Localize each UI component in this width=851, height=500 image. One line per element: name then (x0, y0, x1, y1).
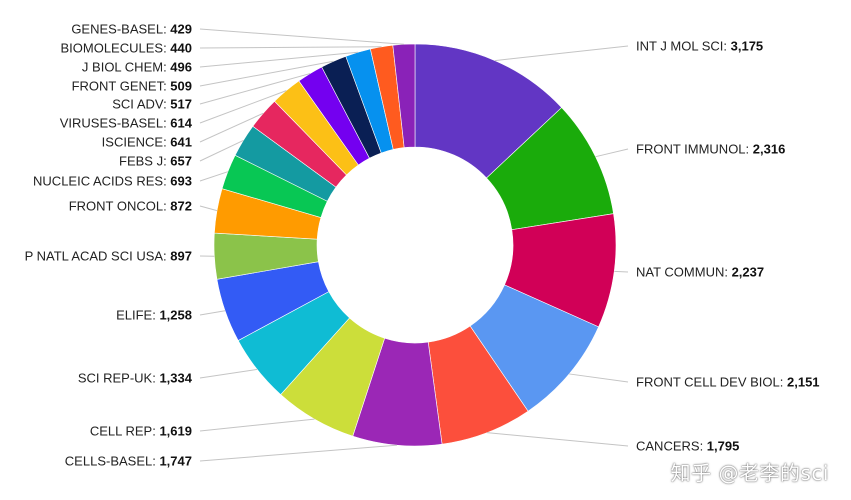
label-value: 614 (170, 116, 192, 131)
watermark: 知乎 @老李的sci (670, 461, 829, 485)
label-name: FRONT GENET: (72, 79, 171, 94)
label-name: FRONT IMMUNOL: (636, 142, 753, 157)
label-value: 641 (170, 135, 192, 150)
label-sci-adv: SCI ADV: 517 (112, 97, 192, 112)
leader-line-sci-rep-uk (199, 368, 258, 379)
leader-line-front-oncol (199, 205, 218, 212)
label-name: VIRUSES-BASEL: (60, 116, 171, 131)
label-value: 872 (170, 199, 192, 214)
slice-labels: INT J MOL SCI: 3,175 FRONT IMMUNOL: 2,316… (25, 22, 820, 469)
label-name: BIOMOLECULES: (60, 41, 170, 56)
leader-line-nat-commun (614, 270, 629, 273)
label-name: ISCIENCE: (102, 135, 171, 150)
label-name: NUCLEIC ACIDS RES: (33, 174, 170, 189)
label-cell-rep: CELL REP: 1,619 (90, 424, 192, 439)
label-name: NAT COMMUN: (636, 265, 732, 280)
label-value: 1,747 (159, 454, 192, 469)
leader-line-genes-basel (199, 28, 404, 45)
label-value: 496 (170, 60, 192, 75)
label-j-biol-chem: J BIOL CHEM: 496 (82, 60, 192, 75)
leader-line-biomolecules (199, 46, 382, 49)
label-name: J BIOL CHEM: (82, 60, 170, 75)
label-value: 2,316 (753, 142, 786, 157)
label-front-cell-dev-biol: FRONT CELL DEV BIOL: 2,151 (636, 375, 820, 390)
leader-line-cancers (486, 432, 629, 447)
leader-line-iscience (199, 112, 264, 143)
leader-lines (199, 28, 629, 462)
label-value: 1,258 (159, 308, 192, 323)
leader-line-j-biol-chem (199, 51, 359, 68)
label-value: 1,619 (159, 424, 192, 439)
leader-line-front-genet (199, 60, 334, 87)
label-name: CELL REP: (90, 424, 160, 439)
leader-line-int-j-mol-sci (494, 45, 629, 62)
label-elife: ELIFE: 1,258 (116, 308, 192, 323)
leader-line-elife (199, 310, 226, 316)
label-name: FRONT CELL DEV BIOL: (636, 375, 787, 390)
leader-line-cell-rep (199, 418, 315, 432)
label-value: 1,795 (707, 439, 740, 454)
leader-line-front-cell-dev-biol (569, 373, 629, 383)
label-name: SCI REP-UK: (78, 371, 160, 386)
leader-line-nucleic-acids-res (199, 171, 229, 182)
label-name: ELIFE: (116, 308, 159, 323)
label-cells-basel: CELLS-BASEL: 1,747 (65, 454, 192, 469)
label-front-immunol: FRONT IMMUNOL: 2,316 (636, 142, 785, 157)
label-febs-j: FEBS J: 657 (119, 154, 192, 169)
label-name: FRONT ONCOL: (69, 199, 171, 214)
label-front-genet: FRONT GENET: 509 (72, 79, 192, 94)
label-front-oncol: FRONT ONCOL: 872 (69, 199, 192, 214)
label-nucleic-acids-res: NUCLEIC ACIDS RES: 693 (33, 174, 192, 189)
label-iscience: ISCIENCE: 641 (102, 135, 192, 150)
label-value: 693 (170, 174, 192, 189)
label-value: 897 (170, 249, 192, 264)
label-value: 2,151 (787, 375, 820, 390)
label-p-natl-acad-sci-usa: P NATL ACAD SCI USA: 897 (25, 249, 192, 264)
donut-slices (213, 43, 617, 447)
label-name: SCI ADV: (112, 97, 170, 112)
leader-line-front-immunol (595, 148, 629, 158)
leader-line-febs-j (199, 139, 244, 162)
leader-line-sci-adv (199, 73, 311, 105)
label-name: FEBS J: (119, 154, 170, 169)
slice-genes-basel (392, 43, 416, 148)
label-name: P NATL ACAD SCI USA: (25, 249, 171, 264)
label-value: 429 (170, 22, 192, 37)
label-sci-rep-uk: SCI REP-UK: 1,334 (78, 371, 193, 386)
label-value: 3,175 (731, 39, 764, 54)
label-value: 517 (170, 97, 192, 112)
label-value: 509 (170, 79, 192, 94)
label-name: GENES-BASEL: (71, 22, 170, 37)
label-value: 657 (170, 154, 192, 169)
leader-line-viruses-basel (199, 90, 287, 124)
label-value: 2,237 (732, 265, 765, 280)
leader-line-cells-basel (199, 444, 397, 462)
label-cancers: CANCERS: 1,795 (636, 439, 739, 454)
label-name: INT J MOL SCI: (636, 39, 731, 54)
label-name: CANCERS: (636, 439, 707, 454)
label-name: CELLS-BASEL: (65, 454, 160, 469)
label-value: 1,334 (159, 371, 192, 386)
label-viruses-basel: VIRUSES-BASEL: 614 (60, 116, 193, 131)
label-value: 440 (170, 41, 192, 56)
label-nat-commun: NAT COMMUN: 2,237 (636, 265, 764, 280)
label-biomolecules: BIOMOLECULES: 440 (60, 41, 192, 56)
label-genes-basel: GENES-BASEL: 429 (71, 22, 192, 37)
label-int-j-mol-sci: INT J MOL SCI: 3,175 (636, 39, 763, 54)
